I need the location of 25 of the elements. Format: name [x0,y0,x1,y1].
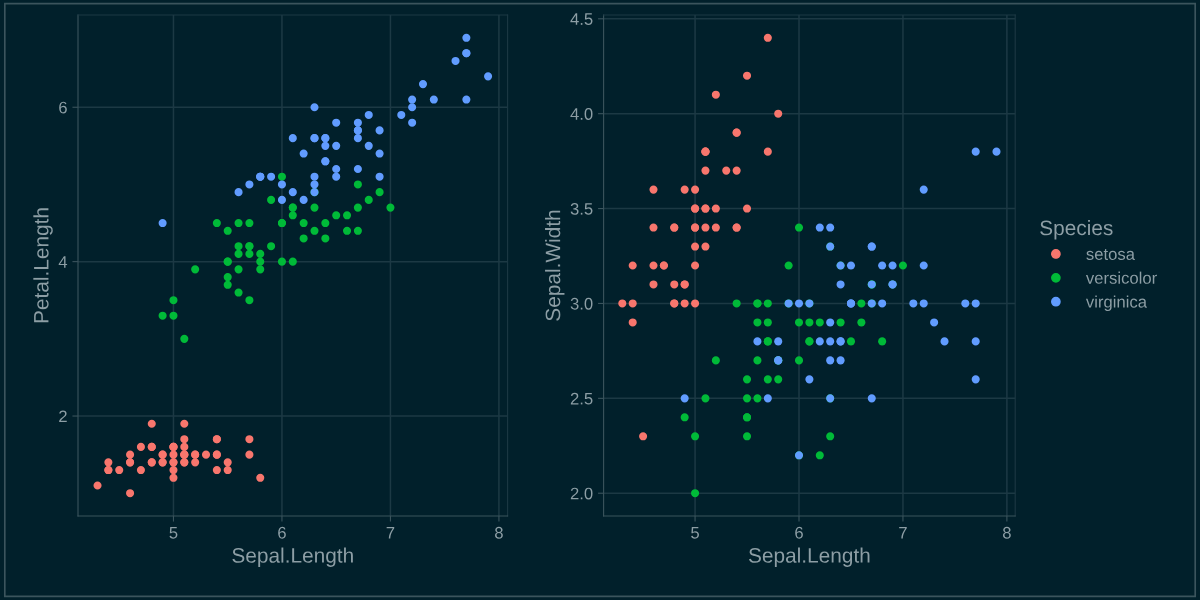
y-tick-label: 2 [59,410,67,423]
x-tick-label: 8 [495,526,503,539]
x-axis-title: Sepal.Length [748,547,870,567]
x-tick-label: 7 [899,527,907,539]
x-tick-label: 6 [278,526,286,539]
y-tick-label: 3.0 [570,297,593,310]
x-tick-label: 5 [169,527,178,539]
y-axis-title: Sepal.Width [545,210,565,321]
x-axis-title: Sepal.Length [232,547,353,567]
y-tick-label: 2.0 [570,487,593,500]
legend-label: versicolor [1085,271,1157,284]
y-tick-label: 3.5 [570,202,593,215]
y-tick-label: 4.0 [570,108,593,120]
y-tick-label: 4 [58,256,68,268]
x-tick-label: 5 [691,527,699,539]
y-tick-label: 2.5 [570,392,593,405]
x-tick-label: 6 [795,526,803,539]
y-tick-label: 6 [59,101,67,114]
y-axis-title: Petal.Length [33,208,53,323]
x-tick-label: 8 [1002,526,1011,539]
x-tick-label: 7 [386,527,395,539]
y-tick-label: 4.5 [570,13,593,25]
legend-label: virginica [1085,295,1148,312]
legend-title: Species [1040,219,1113,240]
legend-label: setosa [1086,249,1135,260]
